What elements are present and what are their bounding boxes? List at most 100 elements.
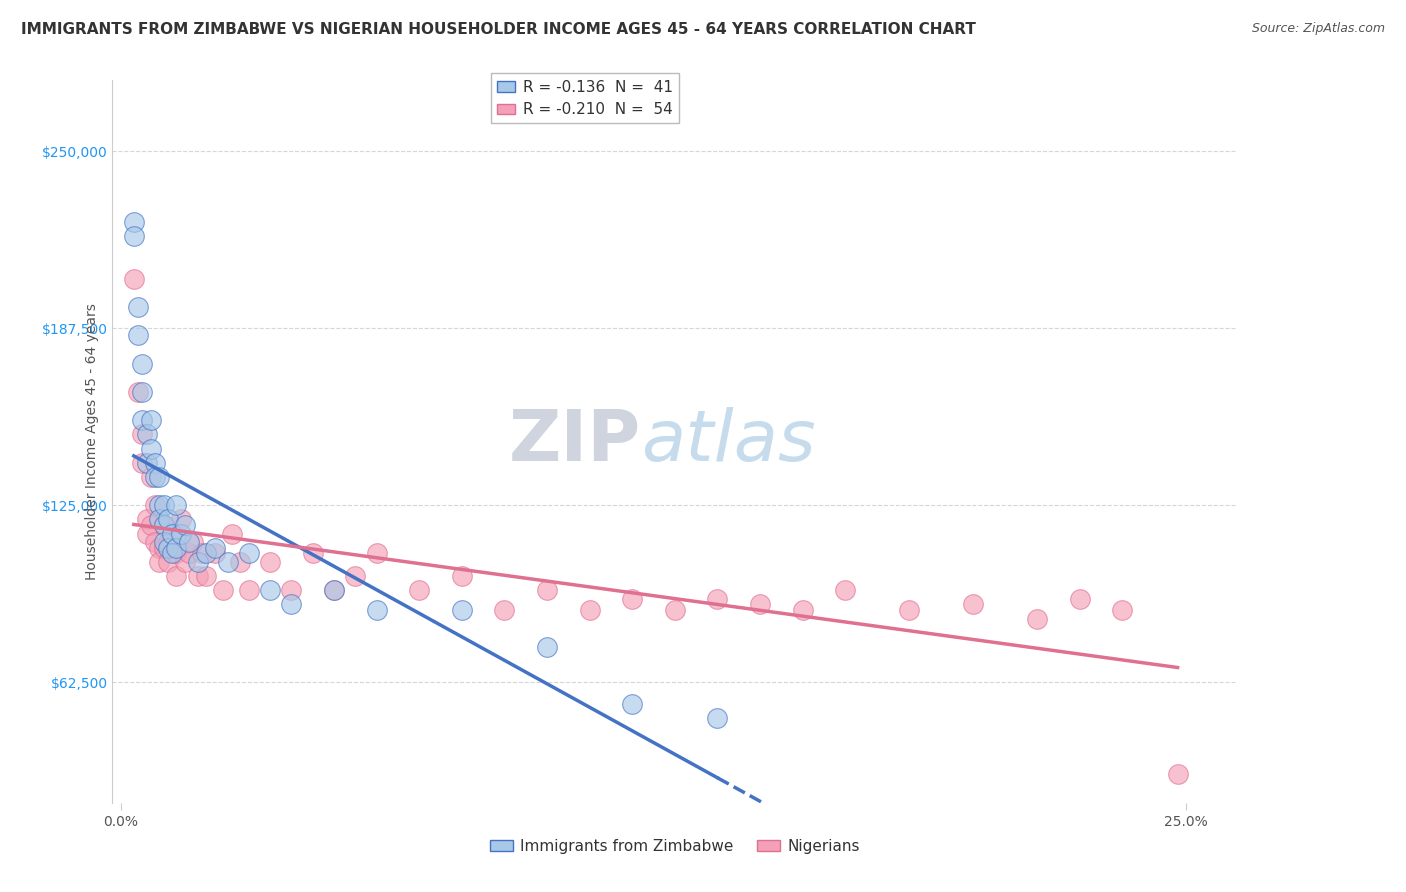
Point — [621, 591, 644, 606]
Point — [174, 555, 197, 569]
Point — [183, 535, 205, 549]
Point — [131, 456, 153, 470]
Point — [160, 546, 183, 560]
Point — [1069, 591, 1091, 606]
Point — [143, 498, 166, 512]
Point — [536, 640, 558, 654]
Point — [301, 546, 323, 560]
Point — [366, 546, 388, 560]
Point — [148, 498, 170, 512]
Point — [152, 535, 174, 549]
Point — [450, 603, 472, 617]
Point — [131, 427, 153, 442]
Point — [169, 526, 191, 541]
Point — [280, 583, 302, 598]
Point — [165, 569, 187, 583]
Point — [179, 535, 201, 549]
Point — [195, 546, 218, 560]
Point — [749, 598, 772, 612]
Point — [217, 555, 239, 569]
Point — [165, 541, 187, 555]
Point — [962, 598, 984, 612]
Point — [139, 413, 162, 427]
Point — [323, 583, 346, 598]
Point — [344, 569, 367, 583]
Point — [323, 583, 346, 598]
Point — [148, 470, 170, 484]
Point — [494, 603, 516, 617]
Point — [135, 456, 157, 470]
Point — [122, 215, 145, 229]
Point — [238, 583, 260, 598]
Point — [179, 546, 201, 560]
Point — [160, 526, 183, 541]
Point — [259, 555, 281, 569]
Point — [143, 535, 166, 549]
Point — [366, 603, 388, 617]
Text: Source: ZipAtlas.com: Source: ZipAtlas.com — [1251, 22, 1385, 36]
Y-axis label: Householder Income Ages 45 - 64 years: Householder Income Ages 45 - 64 years — [84, 303, 98, 580]
Point — [131, 357, 153, 371]
Point — [1111, 603, 1133, 617]
Point — [204, 546, 226, 560]
Point — [174, 518, 197, 533]
Point — [152, 498, 174, 512]
Point — [280, 598, 302, 612]
Point — [664, 603, 686, 617]
Point — [259, 583, 281, 598]
Point — [578, 603, 600, 617]
Point — [621, 697, 644, 711]
Point — [127, 384, 149, 399]
Point — [156, 555, 179, 569]
Point — [139, 442, 162, 456]
Point — [122, 229, 145, 244]
Point — [169, 512, 191, 526]
Point — [131, 384, 153, 399]
Point — [706, 591, 728, 606]
Point — [187, 555, 209, 569]
Point — [152, 541, 174, 555]
Point — [187, 569, 209, 583]
Point — [834, 583, 856, 598]
Point — [191, 546, 214, 560]
Legend: Immigrants from Zimbabwe, Nigerians: Immigrants from Zimbabwe, Nigerians — [484, 833, 866, 860]
Point — [156, 535, 179, 549]
Text: atlas: atlas — [641, 407, 815, 476]
Point — [238, 546, 260, 560]
Point — [152, 518, 174, 533]
Point — [536, 583, 558, 598]
Point — [229, 555, 252, 569]
Point — [135, 512, 157, 526]
Point — [139, 470, 162, 484]
Point — [450, 569, 472, 583]
Point — [408, 583, 430, 598]
Point — [152, 518, 174, 533]
Point — [156, 541, 179, 555]
Text: ZIP: ZIP — [509, 407, 641, 476]
Text: IMMIGRANTS FROM ZIMBABWE VS NIGERIAN HOUSEHOLDER INCOME AGES 45 - 64 YEARS CORRE: IMMIGRANTS FROM ZIMBABWE VS NIGERIAN HOU… — [21, 22, 976, 37]
Point — [195, 569, 218, 583]
Point — [122, 271, 145, 285]
Point — [135, 427, 157, 442]
Point — [148, 555, 170, 569]
Point — [792, 603, 814, 617]
Point — [148, 541, 170, 555]
Point — [1167, 767, 1189, 781]
Point — [148, 512, 170, 526]
Point — [127, 300, 149, 314]
Point — [204, 541, 226, 555]
Point — [127, 328, 149, 343]
Point — [143, 456, 166, 470]
Point — [156, 512, 179, 526]
Point — [165, 546, 187, 560]
Point — [165, 498, 187, 512]
Point — [160, 526, 183, 541]
Point — [212, 583, 235, 598]
Point — [139, 518, 162, 533]
Point — [898, 603, 921, 617]
Point — [706, 711, 728, 725]
Point — [135, 526, 157, 541]
Point — [143, 470, 166, 484]
Point — [1026, 612, 1049, 626]
Point — [221, 526, 243, 541]
